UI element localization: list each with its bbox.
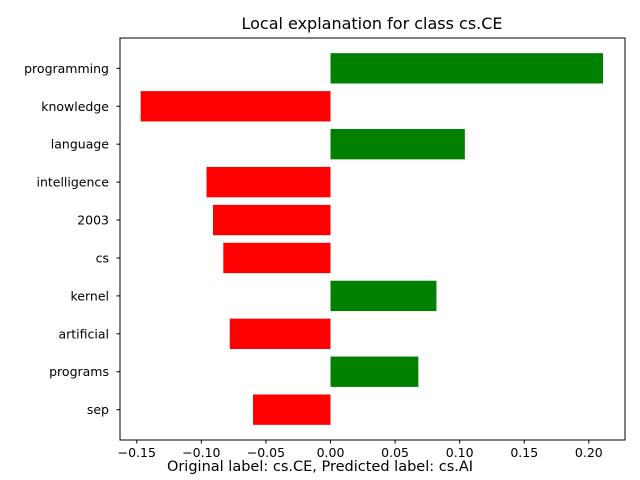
x-tick-label: 0.15 [510,445,538,460]
bar-language [330,129,465,160]
y-tick-label: programming [24,61,109,76]
bar-intelligence [206,166,331,198]
label-caption: Original label: cs.CE, Predicted label: … [166,459,474,475]
y-tick-label: knowledge [41,99,109,114]
y-tick-label: intelligence [36,175,109,190]
y-tick-label: language [51,137,110,152]
x-tick-label: 0.20 [575,445,603,460]
y-tick-label: cs [96,250,109,265]
y-tick-label: programs [49,364,109,379]
x-tick-label: −0.15 [118,445,156,460]
x-tick-label: 0.10 [446,445,474,460]
bar-cs [223,242,331,274]
x-tick-label: −0.10 [182,445,220,460]
bar-kernel [330,280,437,312]
x-tick-label: 0.05 [381,445,409,460]
x-tick-label: 0.00 [317,445,345,460]
chart-title: Local explanation for class cs.CE [241,14,502,33]
bar-programming [330,53,604,84]
bar-programs [330,356,419,387]
x-tick-label: −0.05 [247,445,285,460]
bar-knowledge [140,91,331,122]
y-tick-label: artificial [58,326,109,341]
bar-artificial [229,318,331,349]
y-tick-label: kernel [71,288,110,303]
y-tick-label: sep [87,402,109,417]
y-tick-label: 2003 [77,213,109,228]
bar-sep [253,394,331,425]
bar-2003 [212,204,331,236]
plot-area-frame [119,37,626,441]
